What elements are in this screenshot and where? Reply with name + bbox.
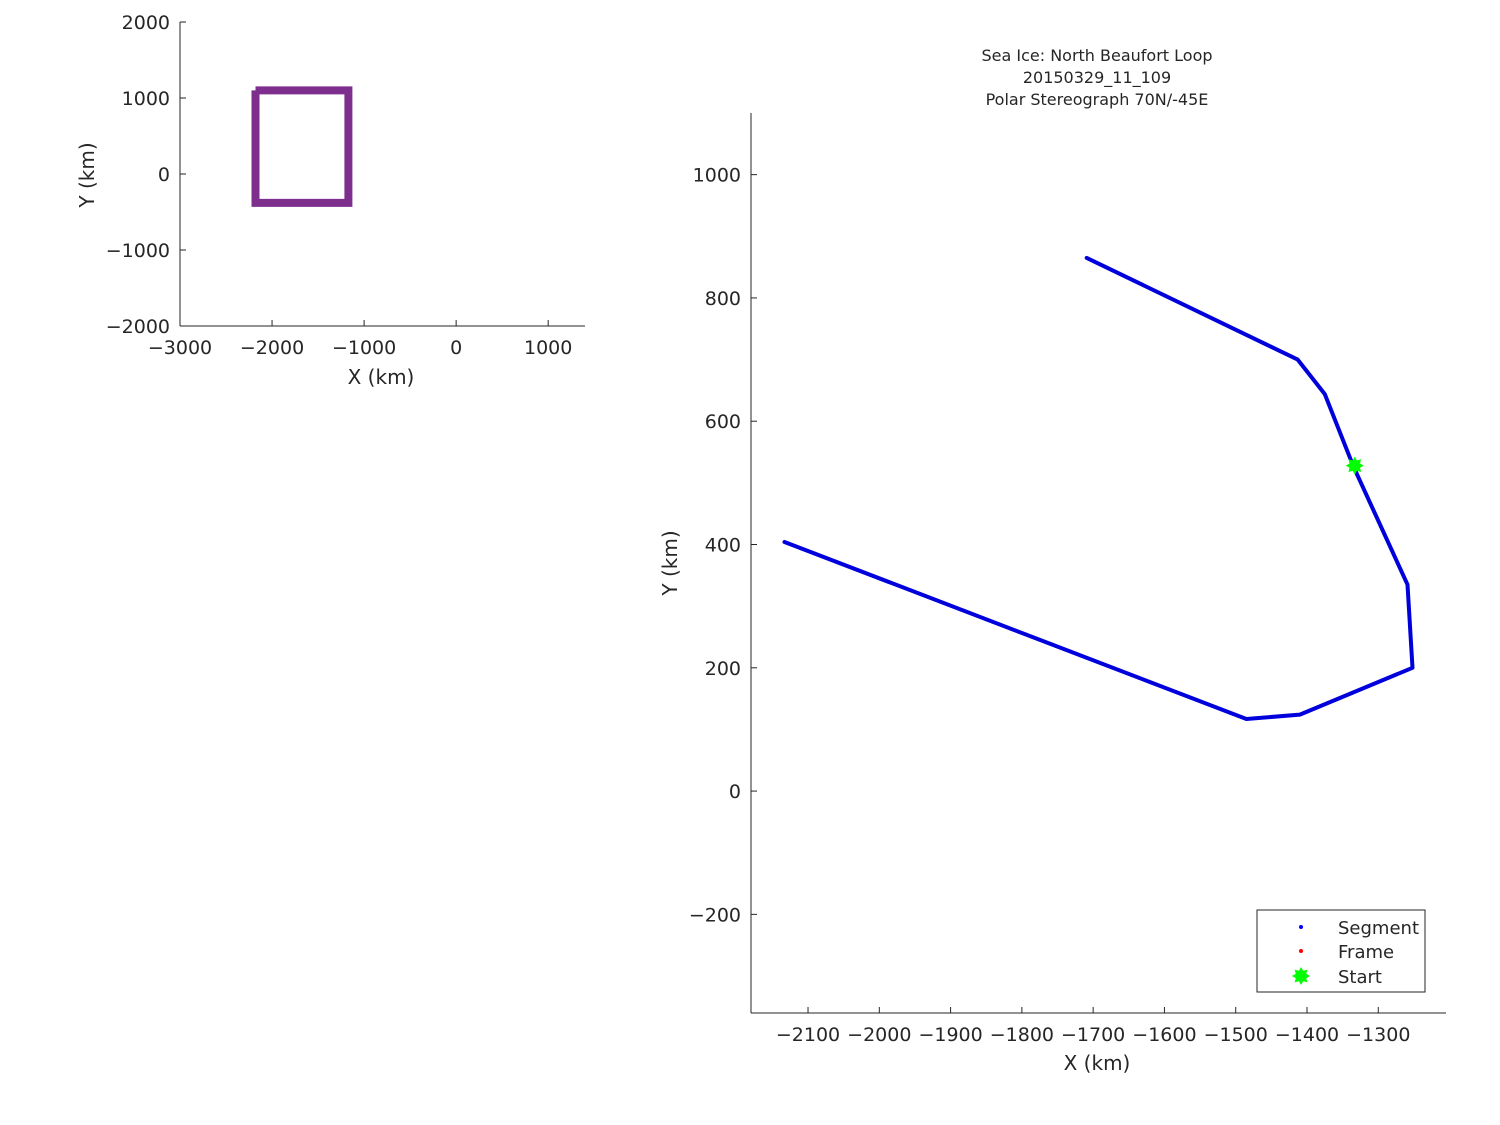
detail-axes: Sea Ice: North Beaufort Loop 20150329_11… [658,46,1446,1075]
start-star-shape [1345,456,1364,475]
legend-start-label: Start [1338,967,1382,988]
ov-x-tick-label: 0 [450,337,462,359]
dt-x-tick-label: −1300 [1346,1024,1410,1046]
start-marker [1345,456,1364,475]
legend: Segment Frame Start [1256,909,1426,993]
dt-x-tick-label: −1900 [918,1024,982,1046]
ov-y-tick-label: −2000 [106,316,170,338]
detail-x-ticks: −2100 −2000 −1900 −1800 −1700 −1600 −1500 −1400… [776,1007,1410,1046]
ov-y-tick-label: 1000 [122,88,170,110]
overview-y-ticks: −2000 −1000 0 1000 2000 [106,12,186,338]
detail-x-axis-label: X (km) [1064,1051,1131,1075]
dt-x-tick-label: −2100 [776,1024,840,1046]
ov-x-tick-label: 1000 [524,337,572,359]
dt-y-tick-label: 800 [705,288,741,310]
dt-x-tick-label: −2000 [847,1024,911,1046]
legend-start-star-shape [1291,966,1311,986]
detail-y-axis-label: Y (km) [658,530,682,596]
dt-y-tick-label: 200 [705,658,741,680]
detail-title-line-3: Polar Stereograph 70N/-45E [986,90,1209,109]
legend-box [1256,909,1426,993]
overview-region-box [251,86,353,207]
legend-start-marker [1291,966,1311,986]
legend-frame-marker [1299,949,1303,953]
ov-x-tick-label: −3000 [148,337,212,359]
ov-y-tick-label: 2000 [122,12,170,34]
overview-y-axis-label: Y (km) [75,142,99,208]
ov-y-tick-label: −1000 [106,240,170,262]
overview-axes: −3000 −2000 −1000 0 1000 −2000−1000010002000… [75,12,585,389]
detail-title-line-2: 20150329_11_109 [1023,68,1171,88]
detail-title-line-1: Sea Ice: North Beaufort Loop [981,46,1212,65]
dt-y-tick-label: 400 [705,535,741,557]
dt-y-tick-label: 1000 [693,165,741,187]
overview-x-axis-label: X (km) [348,365,415,389]
overview-x-ticks: −3000 −2000 −1000 0 1000 [148,320,572,359]
dt-x-tick-label: −1800 [990,1024,1054,1046]
legend-frame-label: Frame [1338,942,1394,963]
legend-segment-label: Segment [1338,918,1419,939]
ov-x-tick-label: −1000 [332,337,396,359]
detail-y-ticks: −200 0 200 400 600 800 1000 [689,165,757,926]
dt-x-tick-label: −1500 [1204,1024,1268,1046]
dt-x-tick-label: −1600 [1132,1024,1196,1046]
dt-y-tick-label: 600 [705,411,741,433]
ov-x-tick-label: −2000 [240,337,304,359]
segment-track-line [782,255,1415,721]
dt-y-tick-label: −200 [689,904,741,926]
dt-y-tick-label: 0 [729,781,741,803]
dt-x-tick-label: −1700 [1061,1024,1125,1046]
dt-x-tick-label: −1400 [1275,1024,1339,1046]
legend-segment-marker [1299,925,1303,929]
ov-y-tick-label: 0 [158,164,170,186]
